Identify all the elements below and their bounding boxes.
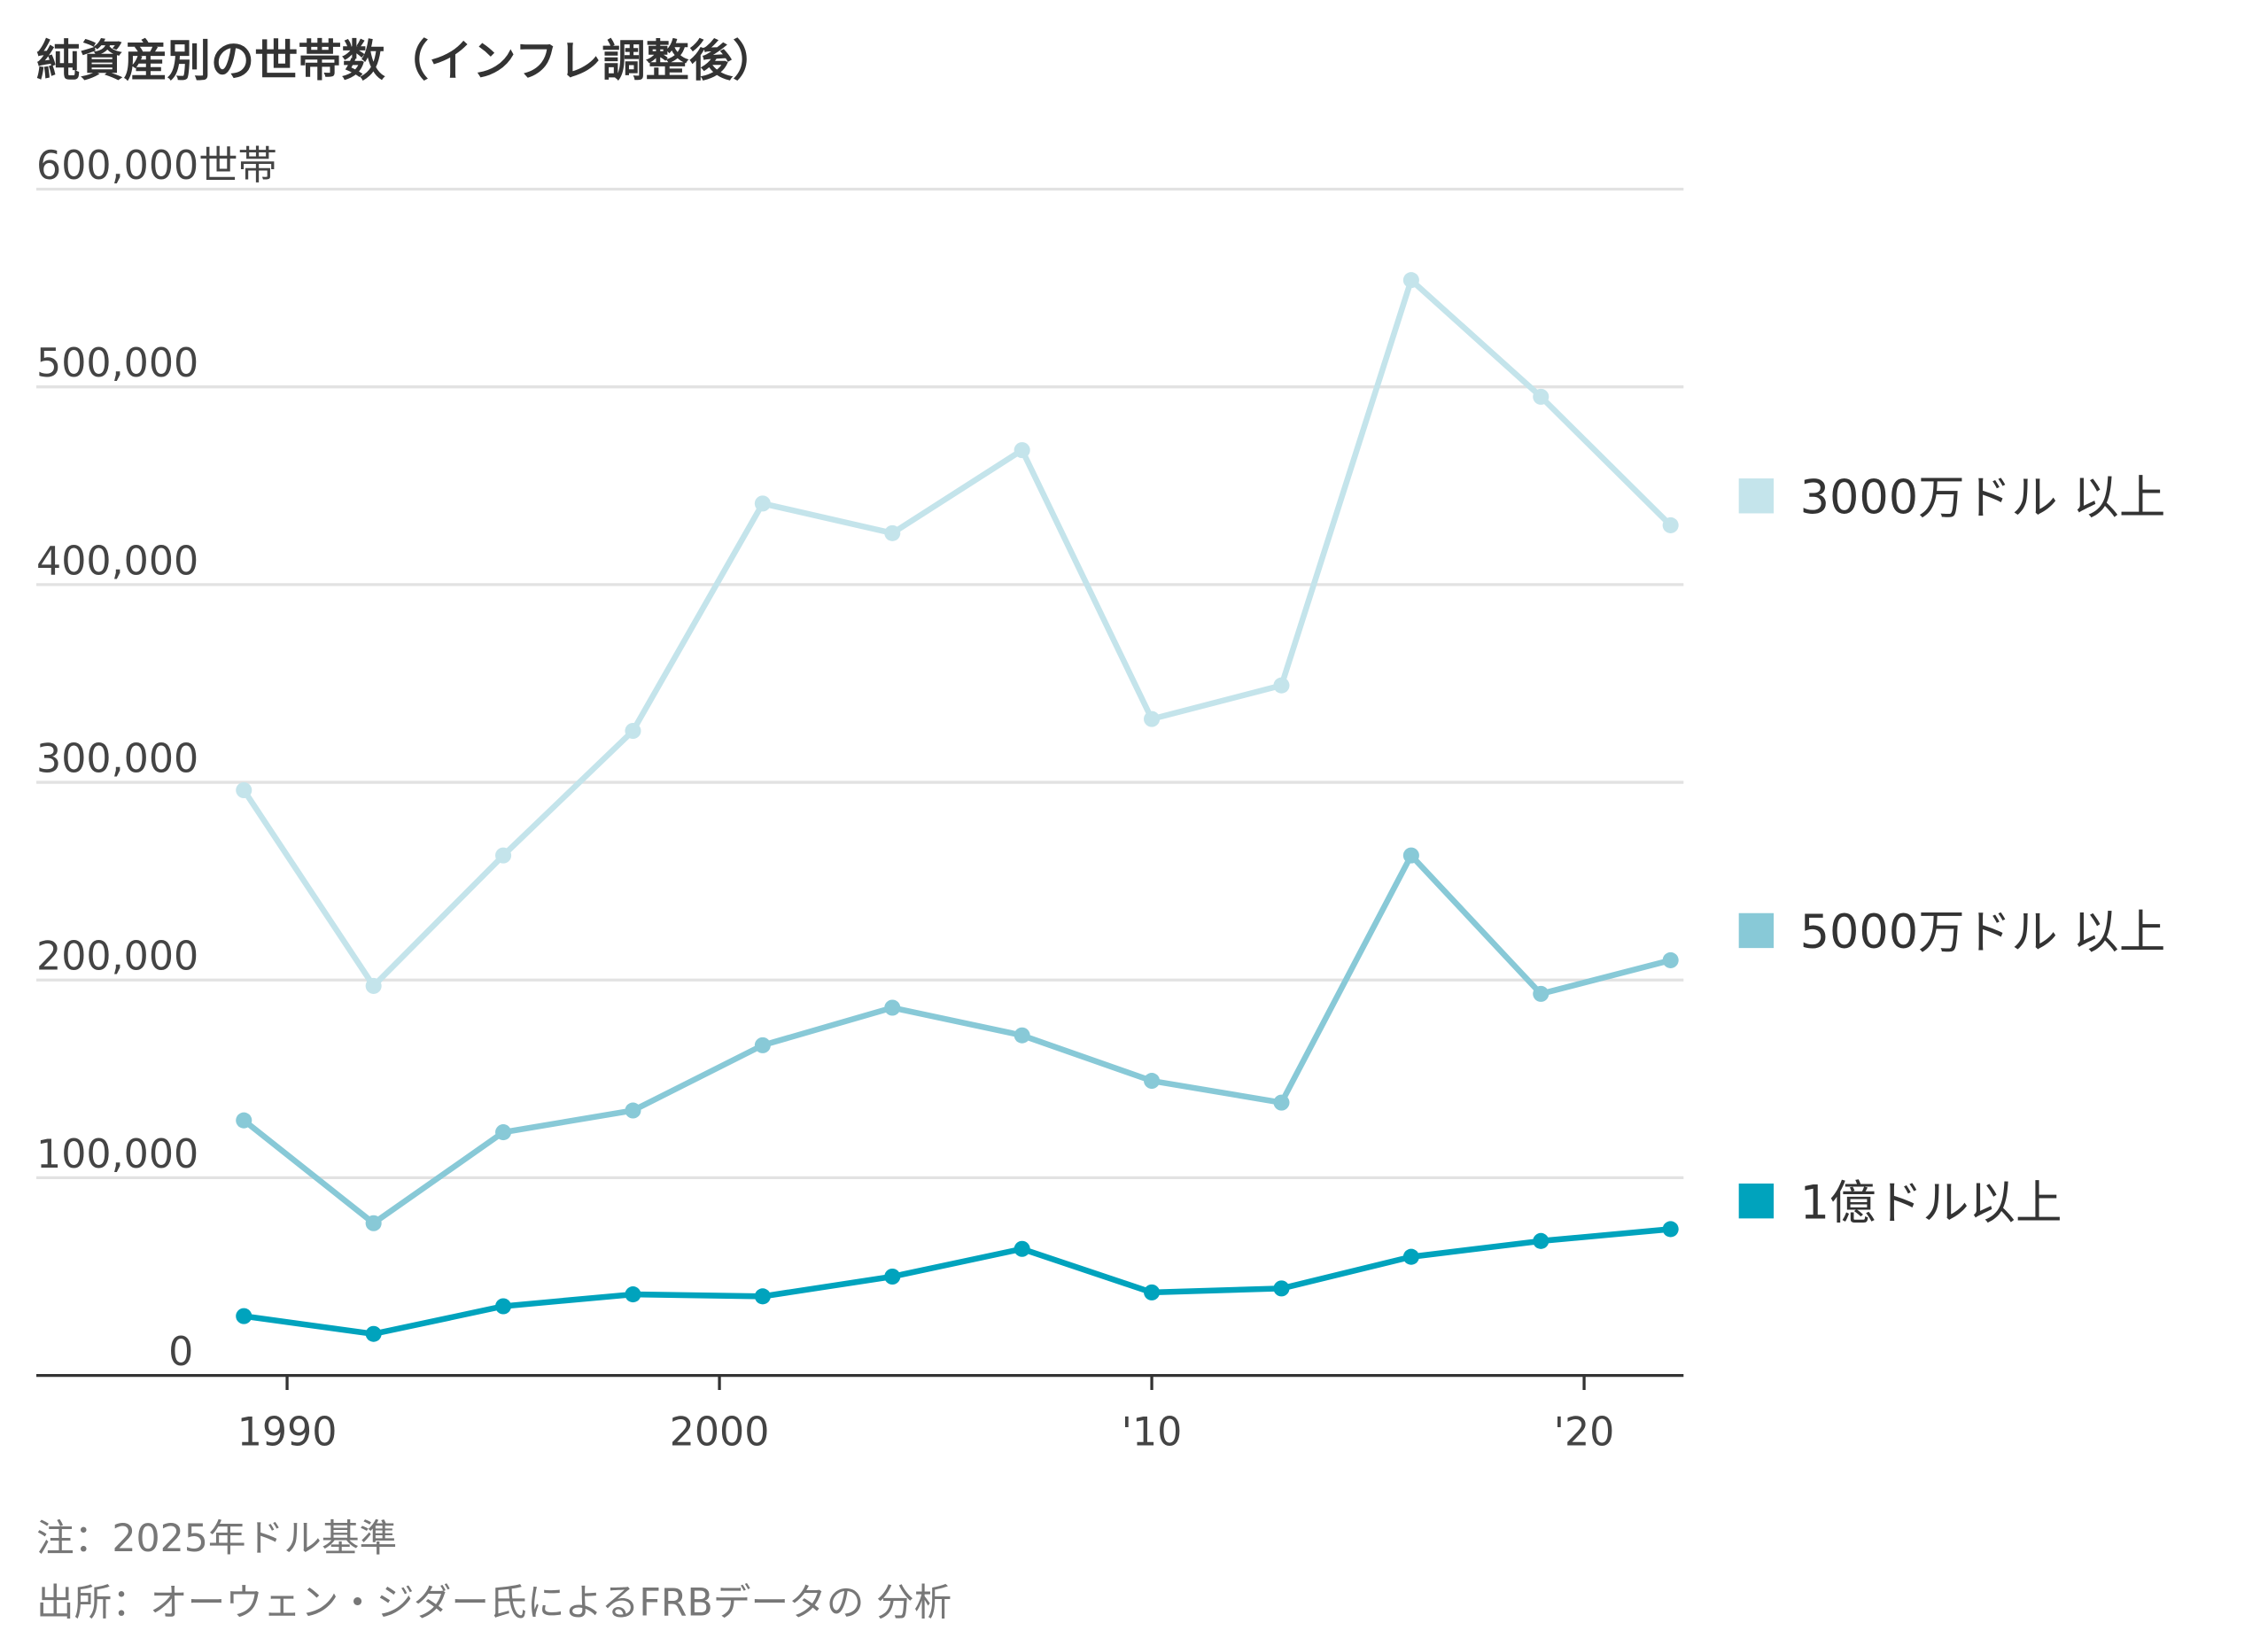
data-point — [1014, 1240, 1030, 1257]
data-point — [1273, 677, 1290, 694]
series-lines — [236, 272, 1679, 1342]
data-point — [884, 524, 901, 541]
data-point — [754, 1288, 771, 1305]
legend-item: 5000万ドル 以上 — [1738, 905, 2166, 959]
y-tick-label: 100,000 — [36, 1132, 198, 1177]
data-point — [884, 1268, 901, 1285]
data-point — [625, 1286, 641, 1303]
y-tick-label: 600,000世帯 — [36, 144, 277, 189]
data-point — [754, 1037, 771, 1053]
data-point — [365, 1325, 382, 1342]
data-point — [1014, 1027, 1030, 1044]
y-tick-label: 300,000 — [36, 737, 198, 782]
data-point — [1662, 1221, 1679, 1238]
note-text: 注：2025年ドル基準 — [36, 1517, 397, 1561]
y-tick-label: 200,000 — [36, 935, 198, 980]
data-point — [1273, 1280, 1290, 1297]
data-point — [1014, 442, 1030, 459]
legend-label: 5000万ドル 以上 — [1800, 905, 2166, 959]
legend-item: 1億ドル以上 — [1738, 1176, 2062, 1230]
source-text: 出所：オーウェン・ジダー氏によるFRBデータの 分析 — [36, 1580, 951, 1625]
data-point — [1533, 985, 1550, 1002]
x-tick-label: 2000 — [670, 1409, 770, 1455]
legend-swatch — [1738, 478, 1775, 514]
series-1 — [236, 847, 1679, 1231]
x-tick-label: '10 — [1122, 1409, 1183, 1455]
data-point — [1402, 272, 1419, 289]
chart-title: 純資産別の世帯数（インフレ調整後） — [36, 35, 776, 87]
data-point — [1144, 710, 1161, 727]
y-tick-label: 0 — [168, 1330, 193, 1375]
data-point — [1533, 1232, 1550, 1249]
legend-swatch — [1738, 1183, 1775, 1219]
y-tick-label: 400,000 — [36, 539, 198, 584]
series-0 — [236, 272, 1679, 994]
legend-label: 1億ドル以上 — [1800, 1176, 2062, 1230]
data-point — [1662, 951, 1679, 968]
legend: 3000万ドル 以上 5000万ドル 以上 1億ドル以上 — [1738, 470, 2166, 1230]
data-point — [365, 1215, 382, 1231]
y-axis-ticks: 0 100,000 200,000 300,000 400,000 500,000 600,… — [36, 144, 277, 1375]
series-2 — [236, 1221, 1679, 1342]
series-line — [241, 276, 1673, 990]
data-point — [1533, 388, 1550, 405]
series-line — [243, 1226, 1671, 1338]
data-point — [1662, 516, 1679, 533]
data-point — [236, 1112, 252, 1129]
gridlines — [36, 187, 1684, 1180]
data-point — [1273, 1094, 1290, 1111]
data-point — [236, 1308, 252, 1324]
series-line — [242, 852, 1672, 1227]
data-point — [625, 722, 641, 740]
data-point — [884, 999, 901, 1016]
data-point — [1144, 1073, 1161, 1090]
x-axis-ticks: 1990 2000 '10 '20 — [237, 1375, 1615, 1455]
data-point — [1144, 1284, 1161, 1300]
data-point — [625, 1102, 641, 1119]
y-tick-label: 500,000 — [36, 341, 198, 386]
x-tick-label: 1990 — [237, 1409, 338, 1455]
legend-swatch — [1738, 912, 1775, 949]
data-point — [495, 1298, 512, 1315]
data-point — [495, 847, 512, 864]
data-point — [365, 977, 382, 994]
data-point — [1402, 1248, 1419, 1265]
legend-item: 3000万ドル 以上 — [1738, 470, 2166, 524]
data-point — [236, 781, 252, 799]
data-point — [495, 1124, 512, 1141]
data-point — [754, 495, 771, 512]
x-tick-label: '20 — [1554, 1409, 1615, 1455]
legend-label: 3000万ドル 以上 — [1800, 470, 2166, 524]
data-point — [1402, 847, 1419, 864]
